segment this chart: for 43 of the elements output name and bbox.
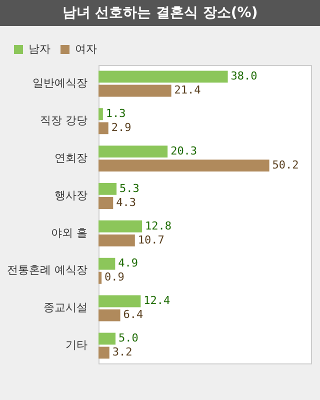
bar xyxy=(98,160,270,172)
bar xyxy=(98,146,168,158)
chart-title: 남녀 선호하는 결혼식 장소(%) xyxy=(0,0,320,26)
data-label: 4.3 xyxy=(116,196,136,209)
data-label: 5.0 xyxy=(118,332,138,345)
data-label: 2.9 xyxy=(111,121,132,134)
y-tick-label: 야외 홀 xyxy=(50,226,88,240)
data-label: 4.9 xyxy=(118,256,138,270)
data-label: 50.2 xyxy=(272,158,299,172)
data-label: 0.9 xyxy=(104,270,124,284)
data-label: 21.4 xyxy=(174,84,202,97)
bar xyxy=(98,70,228,83)
data-label: 20.3 xyxy=(170,144,198,158)
bar xyxy=(98,332,116,345)
y-tick-label: 직장 강당 xyxy=(40,114,88,127)
data-label: 5.3 xyxy=(120,182,140,195)
data-label: 38.0 xyxy=(230,70,258,83)
bar xyxy=(98,295,141,308)
bar xyxy=(98,108,103,120)
y-tick-label: 연회장 xyxy=(54,151,88,164)
data-label: 10.7 xyxy=(138,233,164,246)
legend-label: 남자 xyxy=(28,42,50,56)
legend-label: 여자 xyxy=(75,42,97,56)
bar xyxy=(98,122,108,134)
y-tick-label: 기타 xyxy=(65,338,88,352)
bar xyxy=(98,258,116,270)
bar xyxy=(98,183,117,195)
y-tick-label: 종교시설 xyxy=(43,301,88,314)
y-tick-label: 일반예식장 xyxy=(32,76,88,90)
bar xyxy=(98,234,135,246)
data-label: 1.3 xyxy=(106,106,126,120)
bar xyxy=(98,346,110,359)
bar xyxy=(98,309,120,322)
bar xyxy=(98,272,102,284)
bar xyxy=(98,220,142,232)
data-label: 3.2 xyxy=(112,346,132,359)
data-label: 12.4 xyxy=(144,294,171,308)
y-tick-label: 전통혼례 예식장 xyxy=(6,264,88,277)
data-label: 12.8 xyxy=(145,219,172,232)
y-tick-label: 행사장 xyxy=(54,188,88,202)
bar xyxy=(98,84,172,97)
data-label: 6.4 xyxy=(123,308,144,322)
bar xyxy=(98,197,114,209)
